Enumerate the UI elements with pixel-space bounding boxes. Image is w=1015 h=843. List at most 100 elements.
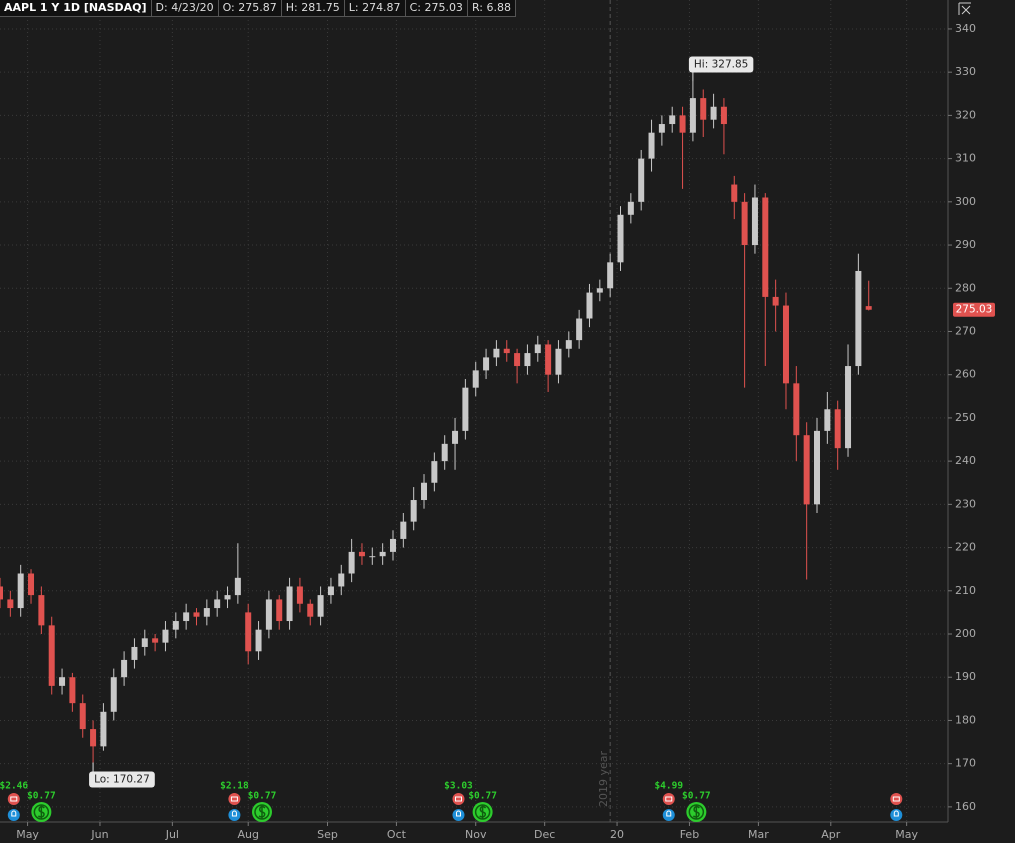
earnings-icon-glyph (230, 796, 238, 802)
event-icon (662, 809, 675, 821)
y-tick-label: 270 (955, 324, 976, 337)
callout-box (688, 56, 754, 73)
y-tick-label: 290 (955, 238, 976, 251)
candle-body (28, 573, 35, 596)
header-field: L: 274.87 (344, 0, 406, 17)
candle-body (534, 344, 541, 354)
candle-body (358, 551, 365, 557)
event-icon-glyph (455, 810, 461, 817)
candle-body (441, 443, 448, 462)
dividend-label: $0.77 (468, 791, 497, 802)
x-tick-label: Aug (237, 828, 258, 841)
candle-body (348, 551, 355, 574)
header-field: O: 275.87 (218, 0, 282, 17)
candle-body (110, 677, 117, 712)
candle-body (772, 296, 779, 306)
candle-body (38, 595, 45, 626)
y-tick-label: 330 (955, 65, 976, 78)
candle-body (679, 115, 686, 133)
candle-body (720, 106, 727, 125)
candle-body (689, 98, 696, 133)
candle-body (400, 521, 407, 539)
candle-body (855, 270, 862, 367)
last-price-label: 275.03 (956, 304, 993, 316)
candle-body (431, 461, 438, 483)
candle-body (824, 409, 831, 431)
event-icon-glyph (11, 810, 17, 817)
grid (0, 0, 948, 822)
price-axis-bg (948, 0, 1015, 843)
candle-body (48, 625, 55, 686)
candle-body (152, 638, 159, 643)
header-field: C: 275.03 (405, 0, 468, 17)
header-field: R: 6.88 (467, 0, 516, 17)
candle-body (389, 538, 396, 552)
earnings-icon-glyph (10, 796, 18, 802)
candle-body (410, 500, 417, 522)
candle-body (338, 573, 345, 587)
candle-body (700, 98, 707, 120)
candle-body (493, 348, 500, 358)
candle-body (669, 115, 676, 125)
earnings-icon-glyph (665, 796, 673, 802)
x-tick-label: Jun (90, 828, 108, 841)
event-icon (890, 809, 903, 821)
event-icon (452, 809, 465, 821)
last-price-box (953, 302, 995, 317)
candle-body (379, 551, 386, 557)
x-tick-label: Jul (165, 828, 179, 841)
maximize-icon[interactable] (958, 2, 971, 15)
earnings-label: $3.03 (444, 781, 473, 792)
y-tick-label: 250 (955, 411, 976, 424)
candle-body (296, 586, 303, 604)
y-tick-label: 220 (955, 541, 976, 554)
candle-body (782, 305, 789, 384)
event-icon-glyph (666, 810, 672, 817)
candle-body (69, 677, 76, 704)
candle-body (121, 659, 128, 678)
candle-body (307, 603, 314, 617)
earnings-icon-glyph (892, 796, 900, 802)
candle-body (834, 409, 841, 449)
y-tick-label: 320 (955, 108, 976, 121)
header-field: AAPL 1 Y 1D [NASDAQ] (0, 0, 152, 17)
candle-body (183, 612, 190, 622)
candle-body (90, 729, 97, 747)
candle-body (421, 482, 428, 501)
y-tick-label: 260 (955, 368, 976, 381)
x-tick-label: Apr (821, 828, 841, 841)
x-tick-label: Nov (465, 828, 487, 841)
callout-label: Hi: 327.85 (694, 58, 748, 70)
candle-body (514, 353, 521, 367)
candle-body (0, 586, 3, 600)
candle-body (814, 430, 821, 505)
candle-body (710, 106, 717, 120)
x-tick-label: Sep (317, 828, 338, 841)
candle-body (255, 629, 262, 652)
x-tick-label: Dec (534, 828, 555, 841)
dividend-icon-glyph (37, 805, 45, 819)
candle-body (472, 370, 479, 388)
y-tick-label: 170 (955, 757, 976, 770)
y-tick-label: 340 (955, 22, 976, 35)
header-field: H: 281.75 (281, 0, 345, 17)
header-bar: AAPL 1 Y 1D [NASDAQ] D: 4/23/20 O: 275.87 H… (0, 0, 516, 17)
candle-body (586, 292, 593, 319)
header-field: D: 4/23/20 (151, 0, 219, 17)
earnings-icon (662, 793, 675, 805)
earnings-label: $2.18 (220, 781, 249, 792)
callout-label: Lo: 170.27 (94, 773, 150, 785)
dividend-icon-glyph (479, 805, 487, 819)
x-tick-label: 20 (610, 828, 624, 841)
event-icon-glyph (893, 810, 899, 817)
y-tick-label: 190 (955, 670, 976, 683)
year-label: 2019 year (597, 750, 610, 807)
candle-body (7, 599, 14, 609)
candle-body (172, 621, 179, 630)
candle-body (79, 703, 86, 730)
candle-body (327, 586, 334, 596)
candle-body (286, 586, 293, 622)
candle-body (638, 158, 645, 202)
earnings-icon-glyph (454, 796, 462, 802)
candle-body (576, 318, 583, 341)
